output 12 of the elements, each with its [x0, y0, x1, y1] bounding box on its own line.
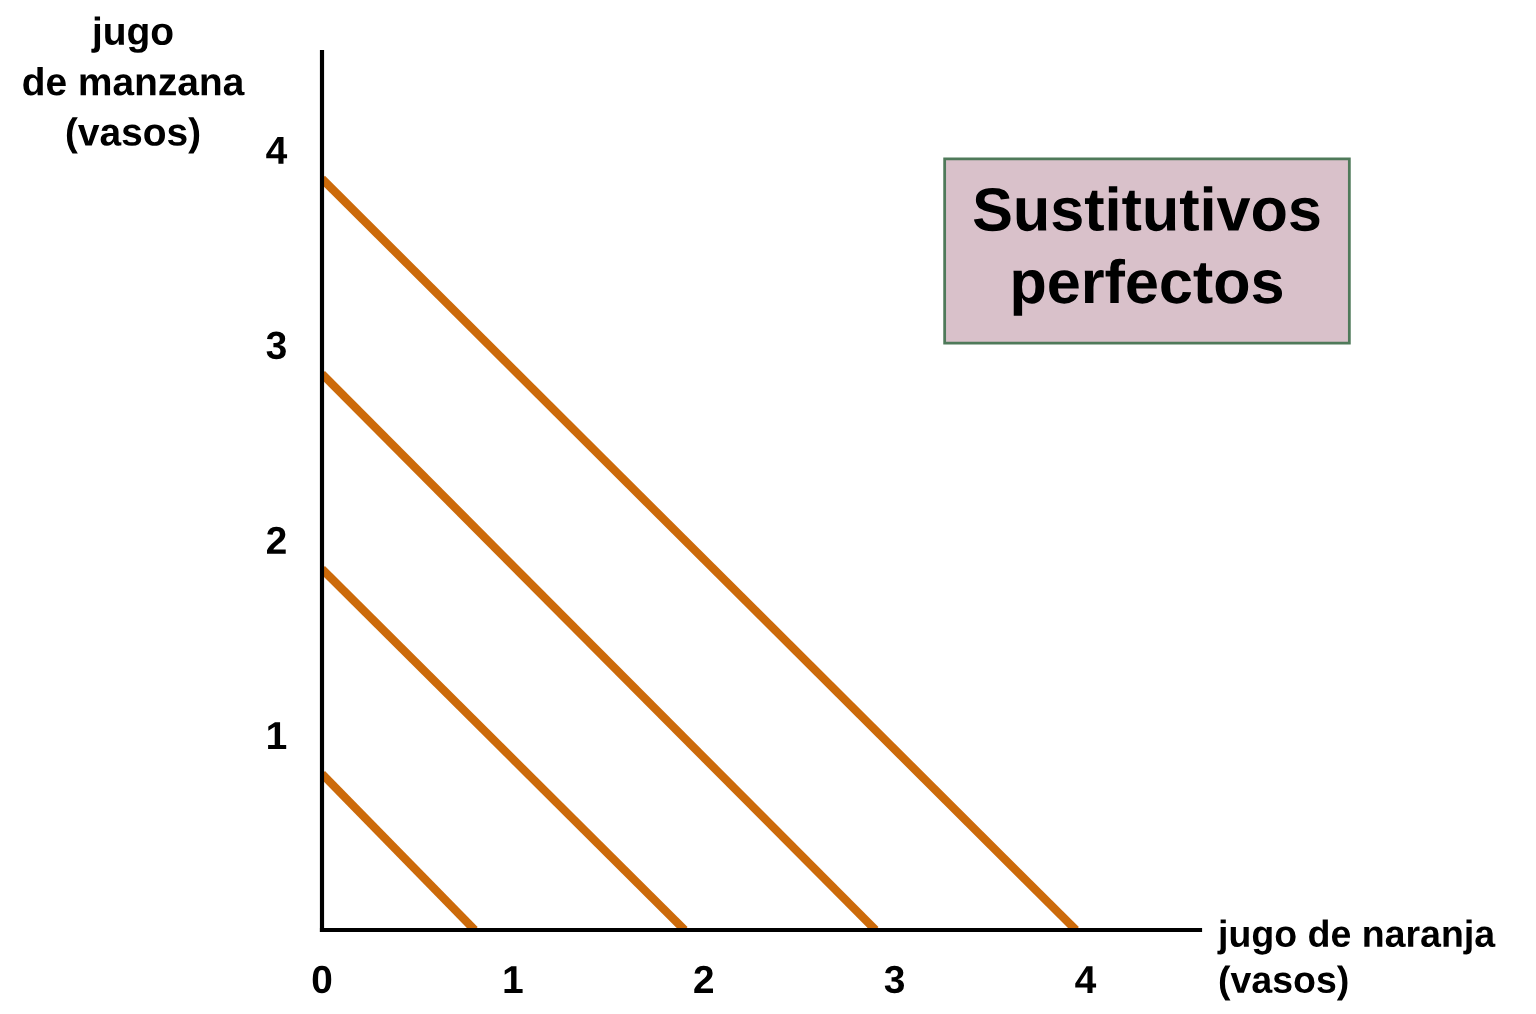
- y-tick-label: 4: [266, 136, 288, 164]
- y-axis-title: jugo de manzana (vasos): [23, 16, 245, 154]
- x-tick-label: 3: [884, 965, 905, 994]
- y-tick-label: 3: [266, 331, 286, 360]
- x-axis-title: jugo de naranja (vasos): [1217, 919, 1496, 1001]
- y-tick-label: 2: [267, 526, 286, 554]
- x-tick-label: 1: [504, 966, 523, 993]
- x-tick-label: 2: [694, 965, 713, 993]
- x-tick-label: 0: [312, 965, 332, 994]
- x-tick-label: 4: [1075, 966, 1097, 993]
- y-tick-label: 1: [268, 722, 287, 749]
- annotation: Sustitutivos perfectos: [973, 186, 1320, 316]
